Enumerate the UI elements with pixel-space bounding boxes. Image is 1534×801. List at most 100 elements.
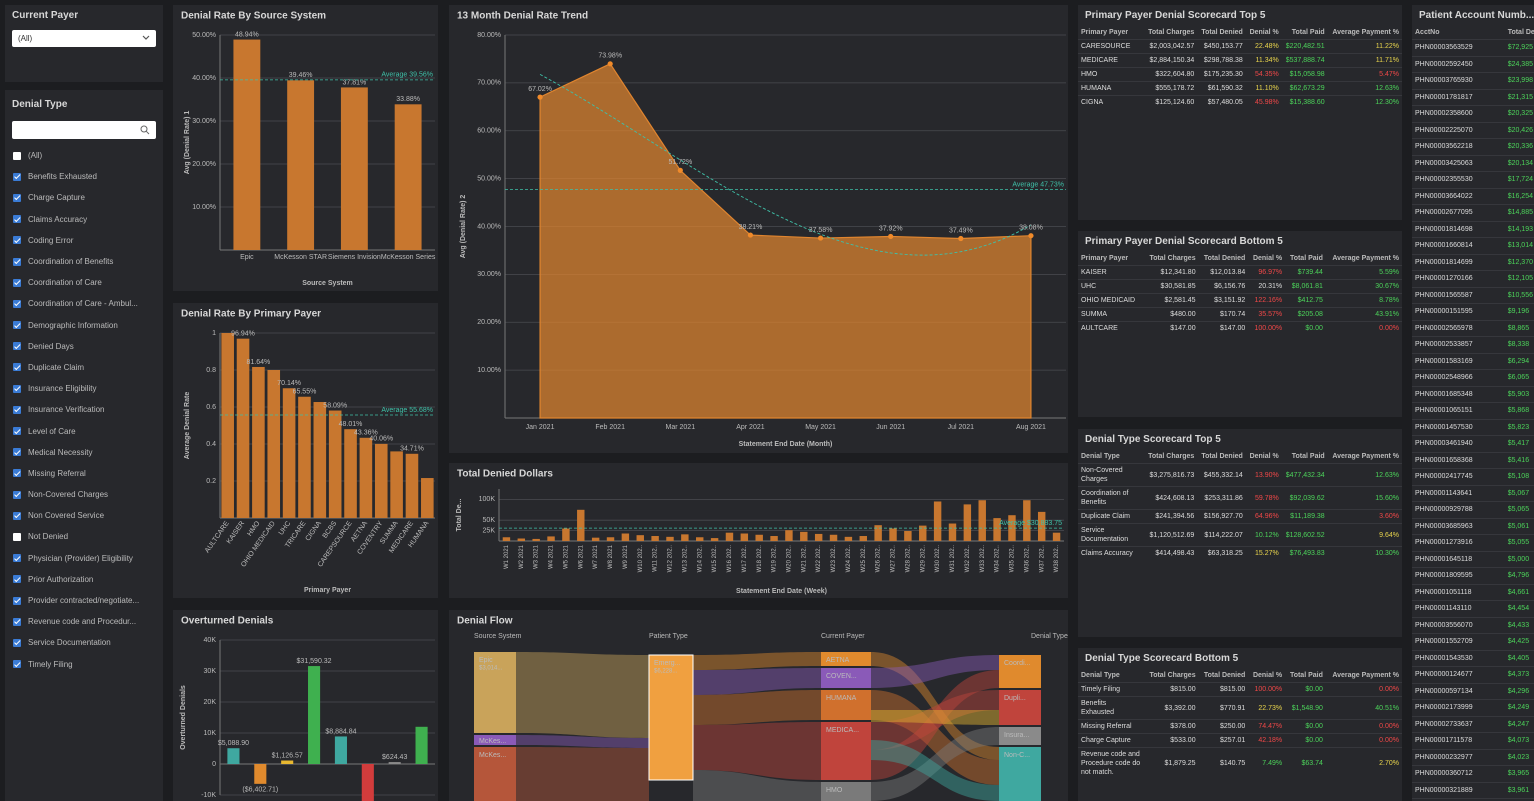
data-label: 48.01%	[339, 421, 363, 428]
checkbox-option[interactable]: Denied Days	[5, 336, 163, 357]
table-cell: $20,336	[1504, 138, 1534, 155]
checkbox-option[interactable]: Medical Necessity	[5, 442, 163, 463]
x-tick-label: W25 202..	[861, 545, 867, 573]
option-label: Insurance Verification	[28, 405, 105, 415]
data-label: 43.36%	[354, 430, 378, 437]
bar	[233, 39, 261, 250]
table-cell: 11.10%	[1245, 81, 1282, 96]
y-tick-label: 70.00%	[477, 80, 501, 87]
table-cell: $92,039.62	[1281, 486, 1328, 510]
bar	[770, 536, 778, 541]
checkbox-option[interactable]: Claims Accuracy	[5, 209, 163, 230]
x-tick-label: May 2021	[805, 424, 836, 431]
bar	[606, 537, 615, 541]
checkbox-option[interactable]: Charge Capture	[5, 187, 163, 208]
table-cell: 59.78%	[1245, 486, 1282, 510]
bar	[800, 531, 808, 541]
checkbox-option[interactable]: Coding Error	[5, 230, 163, 251]
checkbox-option[interactable]: Revenue code and Procedur...	[5, 611, 163, 632]
column-header: Denial %	[1249, 453, 1279, 460]
checkbox-option[interactable]: Non-Covered Charges	[5, 484, 163, 505]
overturned-chart: Overturned Denials -10K 0 10K 20K 30K 40K Overt…	[180, 616, 435, 801]
table-cell: 45.98%	[1245, 95, 1282, 109]
bar	[919, 525, 927, 541]
bars	[233, 39, 422, 251]
column-header: Denial %	[1249, 29, 1279, 36]
table-row: Coordination of Benefits $424,608.13 $253,…	[1078, 486, 1402, 510]
table-cell: PHN00001711578	[1412, 732, 1505, 749]
table-cell: 11.22%	[1327, 39, 1402, 54]
checkbox	[13, 532, 21, 541]
header-row: Denial Type Total Charges Total Denied Deni…	[1078, 669, 1402, 683]
bar	[1052, 532, 1061, 541]
table-cell: 0.00%	[1325, 321, 1402, 335]
table-cell: PHN00002417745	[1412, 468, 1505, 485]
x-tick-label: McKesson Series	[381, 254, 436, 261]
checkbox-option[interactable]: Level of Care	[5, 420, 163, 441]
checkbox-option[interactable]: (All)	[5, 145, 163, 166]
data-label: 37.92%	[879, 225, 903, 232]
table-cell: $250.00	[1198, 719, 1249, 734]
checkbox-option[interactable]: Service Documentation	[5, 632, 163, 653]
table-cell: 40.51%	[1325, 696, 1402, 720]
flow-panel: Denial Flow Source System Patient Type Curr…	[449, 610, 1068, 801]
table-cell: PHN00002774333	[1412, 798, 1505, 801]
checkbox-option[interactable]: Not Denied	[5, 526, 163, 547]
search-box[interactable]	[12, 121, 156, 139]
table-cell: Revenue code and Procedure code do not m…	[1078, 747, 1144, 779]
table-row: PHN00002173999 $4,249	[1412, 699, 1534, 716]
checkbox-option[interactable]: Coordination of Care - Ambul...	[5, 293, 163, 314]
table-cell: PHN00001143110	[1412, 600, 1505, 617]
x-tick-label: Jun 2021	[876, 424, 905, 431]
checkbox-option[interactable]: Provider contracted/negotiate...	[5, 590, 163, 611]
table-cell: $57,480.05	[1197, 95, 1246, 109]
table-cell: $424,608.13	[1144, 486, 1198, 510]
table-row: PHN00001051118 $4,661	[1412, 583, 1534, 601]
payer-dropdown[interactable]: (All)	[12, 30, 156, 47]
checkbox-option[interactable]: Benefits Exhausted	[5, 166, 163, 187]
checkbox-option[interactable]: Timely Filing	[5, 654, 163, 675]
x-tick-label: HMO	[246, 520, 261, 538]
data-label: 33.88%	[396, 96, 420, 103]
checkbox-option[interactable]: Physician (Provider) Eligibility	[5, 548, 163, 569]
checkbox-option[interactable]: Demographic Information	[5, 315, 163, 336]
table-cell: $455,332.14	[1197, 463, 1246, 487]
checkbox-option[interactable]: Duplicate Claim	[5, 357, 163, 378]
table-cell: $20,134	[1504, 154, 1534, 172]
column-header: Total Denied	[1203, 255, 1246, 262]
table-cell: PHN00003685963	[1412, 517, 1505, 535]
x-tick-label: Epic	[240, 254, 254, 261]
option-label: Physician (Provider) Eligibility	[28, 553, 133, 563]
table-cell: PHN00003425063	[1412, 154, 1505, 172]
table-cell: 7.49%	[1248, 747, 1286, 779]
option-label: Duplicate Claim	[28, 362, 85, 372]
table-cell: PHN00000321889	[1412, 781, 1505, 799]
table-cell: $170.74	[1198, 307, 1249, 322]
checkbox-option[interactable]: Coordination of Care	[5, 272, 163, 293]
flow-ribbon	[693, 722, 821, 780]
checkbox-option[interactable]: Prior Authorization	[5, 569, 163, 590]
checkbox-option[interactable]: Missing Referral	[5, 463, 163, 484]
y-tick-label: 25K	[483, 527, 496, 534]
table-cell: $114,222.07	[1197, 523, 1246, 547]
option-label: Coding Error	[28, 235, 74, 245]
data-label: 37.58%	[809, 227, 833, 234]
flow-ribbon	[871, 655, 999, 688]
scorecard: Primary Payer Denial Scorecard Bottom 5 P…	[1078, 231, 1402, 417]
chart-title: Denial Flow	[457, 616, 513, 627]
checkbox-option[interactable]: Insurance Verification	[5, 399, 163, 420]
table-cell: $12,013.84	[1198, 265, 1249, 280]
table-cell: PHN00001143641	[1412, 484, 1505, 502]
x-tick-label: W30 202..	[935, 545, 941, 573]
node-label: McKes...	[479, 738, 506, 745]
checkbox-option[interactable]: Insurance Eligibility	[5, 378, 163, 399]
table-cell: 8.78%	[1325, 293, 1402, 308]
bar	[390, 451, 403, 518]
checkbox-option[interactable]: Non Covered Service	[5, 505, 163, 526]
checkbox-option[interactable]: Coordination of Benefits	[5, 251, 163, 272]
column-header: Denial %	[1252, 255, 1283, 262]
payer-panel: Denial Rate By Primary Payer 0.2 0.4 0.6 0.8…	[173, 303, 438, 598]
node-label: Coordi...	[1004, 660, 1031, 667]
table-cell: $10,556	[1504, 286, 1534, 304]
table-row: Non-Covered Charges $3,275,816.73 $455,332…	[1078, 463, 1402, 487]
